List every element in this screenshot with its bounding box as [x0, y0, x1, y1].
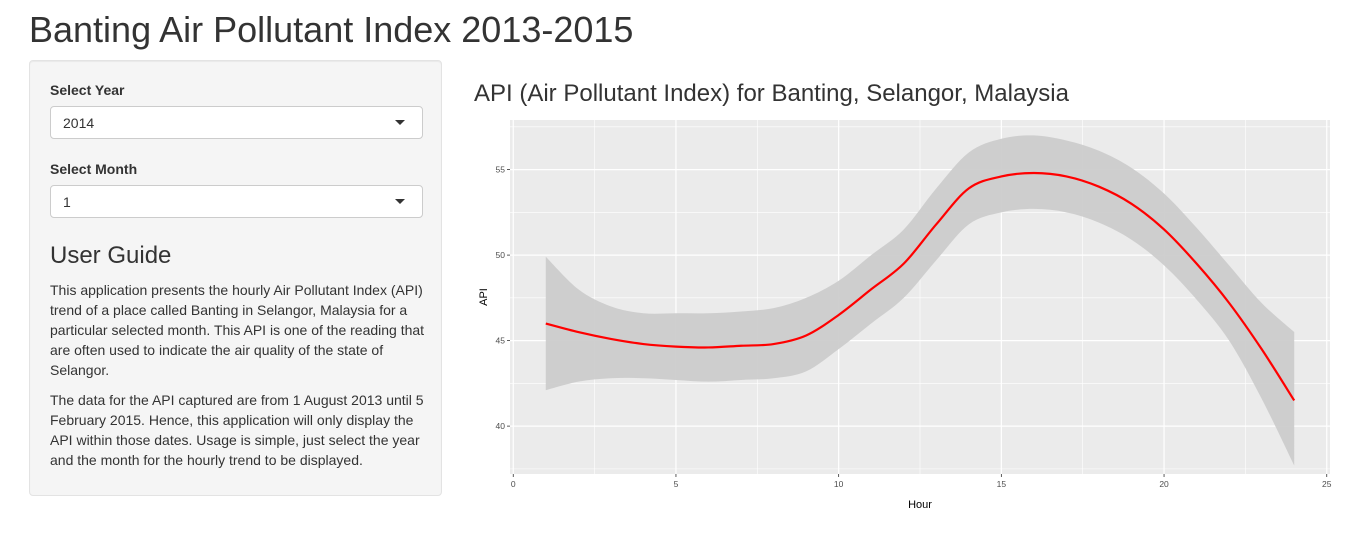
x-tick-label: 20 [1159, 479, 1169, 489]
y-tick-label: 50 [496, 250, 506, 260]
month-select-value: 1 [63, 194, 71, 210]
x-tick-label: 10 [834, 479, 844, 489]
x-tick-label: 0 [511, 479, 516, 489]
y-tick-label: 55 [496, 165, 506, 175]
y-tick-label: 40 [496, 421, 506, 431]
chevron-down-icon [395, 199, 405, 204]
month-select[interactable]: 1 [50, 185, 423, 218]
x-tick-label: 5 [674, 479, 679, 489]
confidence-band [545, 135, 1295, 466]
year-select[interactable]: 2014 [50, 106, 423, 139]
page-title: Banting Air Pollutant Index 2013-2015 [29, 9, 634, 50]
user-guide-heading: User Guide [50, 242, 172, 269]
sidebar-panel: Select Year 2014 Select Month 1 User Gui… [29, 60, 442, 496]
y-tick-label: 45 [496, 336, 506, 346]
year-select-label: Select Year [50, 82, 125, 98]
plot-title: API (Air Pollutant Index) for Banting, S… [474, 80, 1069, 107]
x-tick-label: 25 [1322, 479, 1332, 489]
user-guide-paragraph: The data for the API captured are from 1… [50, 392, 424, 468]
chevron-down-icon [395, 120, 405, 125]
x-tick-label: 15 [997, 479, 1007, 489]
month-select-label: Select Month [50, 161, 138, 177]
year-select-value: 2014 [63, 115, 95, 131]
api-trend-line [545, 171, 1296, 402]
user-guide-paragraph: This application presents the hourly Air… [50, 282, 425, 378]
x-axis-label: Hour [908, 499, 932, 511]
y-axis-label: API [478, 288, 490, 306]
api-line-chart: 0 5 10 15 20 25 40 45 50 55 Hour API [478, 120, 1332, 511]
